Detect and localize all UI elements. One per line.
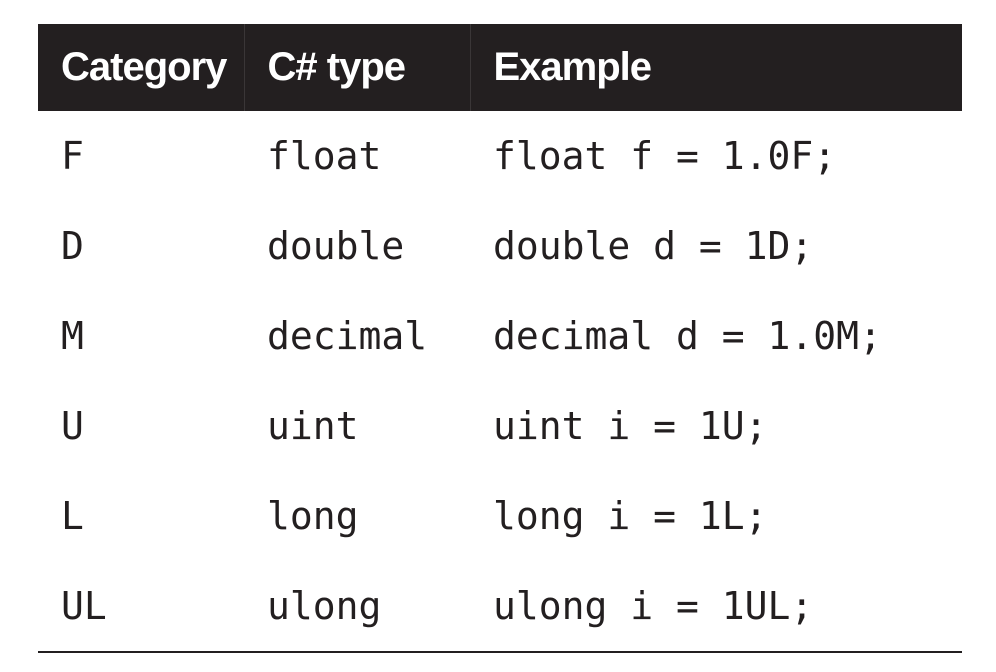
cell-category: UL	[38, 561, 244, 653]
cell-category: U	[61, 404, 84, 448]
cell-example: float f = 1.0F;	[493, 134, 837, 178]
cell-example: long i = 1L;	[493, 494, 768, 538]
cell-type: ulong	[244, 561, 470, 653]
cell-category: F	[61, 134, 84, 178]
table-row: D double double d = 1D;	[38, 201, 962, 291]
cell-type: double	[267, 224, 405, 268]
cell-category: D	[61, 224, 84, 268]
cell-category: M	[61, 314, 84, 358]
table-row: F float float f = 1.0F;	[38, 111, 962, 201]
cell-example: ulong i = 1UL;	[470, 561, 962, 653]
table-body: F float float f = 1.0F; D double double …	[38, 111, 962, 653]
table-row: M decimal decimal d = 1.0M;	[38, 291, 962, 381]
table-row: U uint uint i = 1U;	[38, 381, 962, 471]
table-header: Category C# type Example	[38, 24, 962, 111]
cell-type: float	[267, 134, 382, 178]
cell-category: L	[61, 494, 84, 538]
literal-suffix-table: Category C# type Example F float float f…	[38, 24, 962, 653]
table-row: UL ulong ulong i = 1UL;	[38, 561, 962, 653]
table-row: L long long i = 1L;	[38, 471, 962, 561]
table: Category C# type Example F float float f…	[38, 24, 962, 653]
cell-type: decimal	[267, 314, 428, 358]
cell-example: decimal d = 1.0M;	[493, 314, 882, 358]
header-csharp-type: C# type	[244, 24, 471, 111]
cell-example: double d = 1D;	[493, 224, 814, 268]
cell-example: uint i = 1U;	[493, 404, 768, 448]
cell-type: uint	[267, 404, 359, 448]
header-example: Example	[493, 45, 653, 89]
header-row: Category C# type Example	[38, 24, 962, 111]
header-category: Category	[38, 24, 245, 111]
cell-type: long	[267, 494, 359, 538]
